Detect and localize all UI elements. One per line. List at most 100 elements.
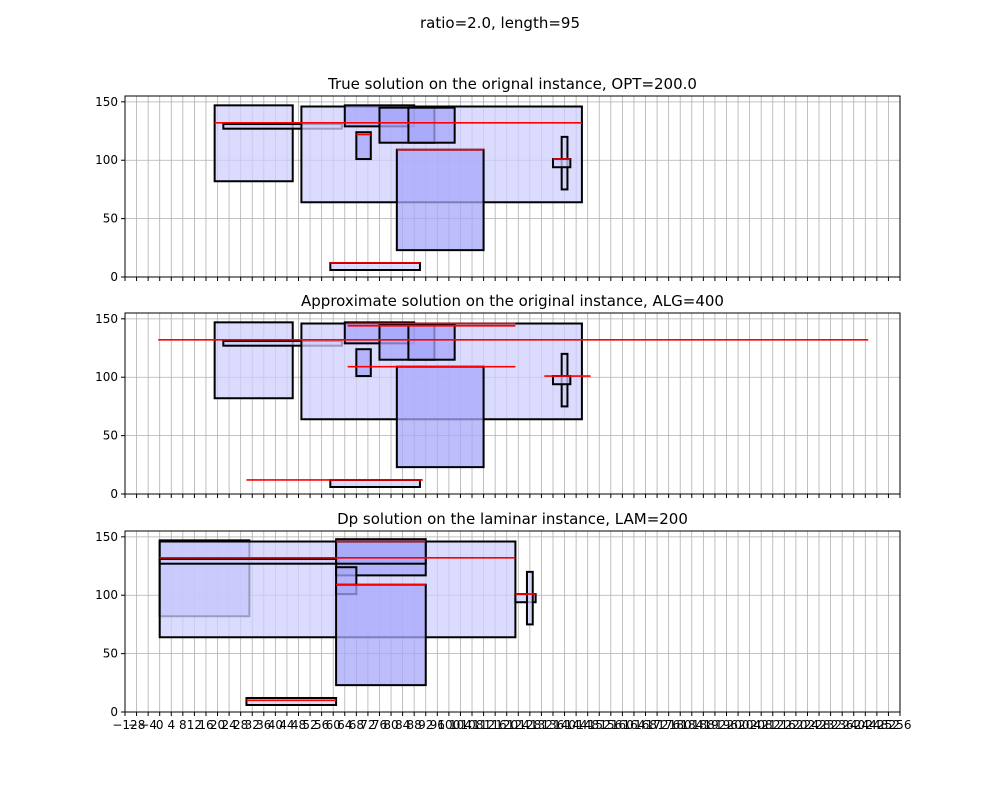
rect-8: [395, 148, 485, 252]
x-tick-label: 0: [156, 718, 164, 732]
x-tick-label: 204: [738, 718, 761, 732]
x-tick-label: 244: [854, 718, 877, 732]
rect-11: [329, 478, 421, 488]
rect-5: [355, 348, 372, 378]
y-tick-label: 150: [95, 95, 118, 109]
x-tick-label: 100: [437, 718, 460, 732]
y-tick-label: 100: [95, 370, 118, 384]
x-tick-label: 180: [669, 718, 692, 732]
x-tick-label: 208: [750, 718, 773, 732]
panel-title: Approximate solution on the original ins…: [301, 292, 724, 310]
x-tick-label: 176: [657, 718, 680, 732]
y-tick-label: 0: [110, 270, 118, 284]
x-tick-label: 60: [326, 718, 341, 732]
x-tick-label: 120: [495, 718, 518, 732]
x-tick-label: 12: [187, 718, 202, 732]
axes-frame: [124, 530, 901, 713]
rect-8: [395, 365, 485, 469]
x-tick-label: 4: [167, 718, 175, 732]
rect-1: [213, 321, 294, 400]
x-tick-label: 112: [472, 718, 495, 732]
y-tick-label: 50: [103, 429, 118, 443]
x-tick-label: 212: [761, 718, 784, 732]
axes-frame: [124, 312, 901, 495]
x-tick-label: 252: [877, 718, 900, 732]
x-tick-label: 236: [831, 718, 854, 732]
x-tick-label: 196: [715, 718, 738, 732]
x-tick-label: 56: [314, 718, 329, 732]
x-tick-label: 20: [210, 718, 225, 732]
x-tick-label: 144: [565, 718, 588, 732]
x-tick-label: 64: [337, 718, 352, 732]
x-tick-label: 108: [461, 718, 484, 732]
x-tick-label: 44: [279, 718, 294, 732]
x-tick-label: 188: [692, 718, 715, 732]
x-tick-label: 92: [418, 718, 433, 732]
y-tick-label: 100: [95, 153, 118, 167]
y-tick-label: 0: [110, 487, 118, 501]
y-tick-label: 0: [110, 705, 118, 719]
x-tick-label: 116: [484, 718, 507, 732]
x-tick-label: 88: [407, 718, 422, 732]
rect-7: [407, 323, 456, 361]
rect-5: [355, 131, 372, 161]
y-tick-label: 100: [95, 588, 118, 602]
x-tick-label: 132: [530, 718, 553, 732]
rect-10: [551, 158, 572, 169]
chart-panel-2: Approximate solution on the original ins…: [95, 292, 901, 501]
rect-10: [245, 696, 338, 706]
x-tick-label: 156: [599, 718, 622, 732]
y-tick-label: 150: [95, 530, 118, 544]
rect-5: [335, 540, 427, 565]
x-tick-label: 200: [727, 718, 750, 732]
rect-10: [551, 375, 572, 386]
x-tick-label: −8: [128, 718, 146, 732]
x-tick-label: 104: [449, 718, 472, 732]
x-tick-label: 40: [268, 718, 283, 732]
x-tick-label: 164: [623, 718, 646, 732]
x-tick-label: 184: [680, 718, 703, 732]
panel-title: Dp solution on the laminar instance, LAM…: [337, 510, 688, 528]
figure-suptitle: ratio=2.0, length=95: [420, 14, 580, 32]
rect-7: [407, 106, 456, 144]
x-tick-label: 224: [796, 718, 819, 732]
x-tick-label: −4: [139, 718, 157, 732]
x-tick-label: 36: [256, 718, 271, 732]
x-tick-label: 68: [349, 718, 364, 732]
axes-frame: [124, 95, 901, 278]
x-tick-label: 192: [703, 718, 726, 732]
rect-3: [158, 558, 340, 565]
x-tick-label: 152: [588, 718, 611, 732]
rect-1: [213, 104, 294, 183]
x-tick-label: 240: [842, 718, 865, 732]
x-tick-label: 248: [865, 718, 888, 732]
panels-group: True solution on the orignal instance, O…: [95, 75, 911, 732]
panel-title: True solution on the orignal instance, O…: [327, 75, 697, 93]
y-tick-label: 150: [95, 312, 118, 326]
x-tick-label: 168: [634, 718, 657, 732]
y-tick-label: 50: [103, 647, 118, 661]
x-tick-label: 216: [773, 718, 796, 732]
y-tick-label: 50: [103, 212, 118, 226]
x-tick-label: 76: [372, 718, 387, 732]
x-tick-label: 140: [553, 718, 576, 732]
rect-9: [525, 570, 534, 626]
x-tick-label: −12: [112, 718, 137, 732]
x-tick-label: 160: [611, 718, 634, 732]
x-tick-label: 80: [383, 718, 398, 732]
x-tick-label: 16: [198, 718, 213, 732]
x-tick-label: 72: [360, 718, 375, 732]
rect-7: [335, 583, 427, 687]
rect-11: [329, 261, 421, 271]
x-tick-label: 48: [291, 718, 306, 732]
x-tick-label: 96: [430, 718, 445, 732]
x-tick-label: 256: [889, 718, 912, 732]
x-tick-label: 220: [784, 718, 807, 732]
x-tick-label: 172: [646, 718, 669, 732]
x-tick-label: 84: [395, 718, 410, 732]
x-tick-label: 148: [576, 718, 599, 732]
x-tick-label: 232: [819, 718, 842, 732]
x-tick-label: 228: [808, 718, 831, 732]
x-tick-label: 8: [179, 718, 187, 732]
